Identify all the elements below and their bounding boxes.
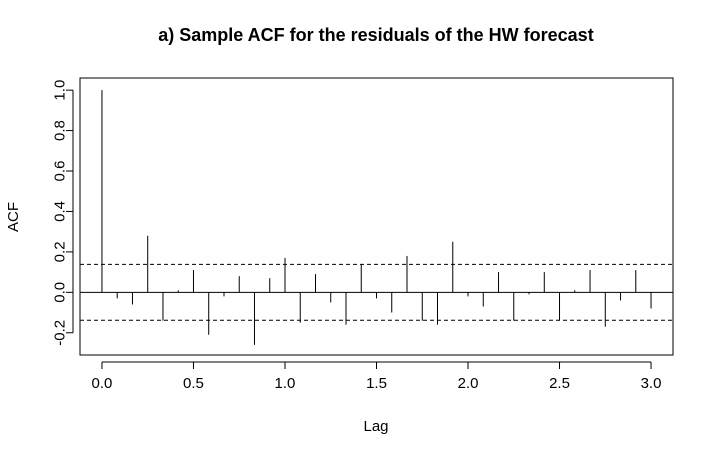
y-tick-label: -0.2 — [52, 320, 69, 346]
x-tick-label: 2.0 — [458, 375, 479, 392]
y-tick-label: 0.4 — [52, 201, 69, 222]
y-tick-label: 1.0 — [52, 80, 69, 101]
x-axis-label: Lag — [363, 418, 388, 435]
x-tick-label: 0.5 — [183, 375, 204, 392]
x-tick-label: 3.0 — [641, 375, 662, 392]
x-tick-label: 0.0 — [92, 375, 113, 392]
y-tick-label: 0.8 — [52, 120, 69, 141]
chart-title: a) Sample ACF for the residuals of the H… — [158, 25, 593, 45]
y-tick-label: 0.6 — [52, 161, 69, 182]
x-tick-label: 1.0 — [275, 375, 296, 392]
y-tick-label: 0.2 — [52, 241, 69, 262]
x-tick-label: 1.5 — [366, 375, 387, 392]
plot-frame — [79, 77, 674, 356]
plot-marks — [80, 90, 673, 345]
y-axis: -0.2 0.0 0.2 0.4 0.6 0.8 1.0 — [52, 80, 74, 346]
x-axis: 0.0 0.5 1.0 1.5 2.0 2.5 3.0 — [92, 361, 662, 392]
y-tick-label: 0.0 — [52, 282, 69, 303]
y-axis-label: ACF — [5, 202, 22, 232]
x-tick-label: 2.5 — [549, 375, 570, 392]
